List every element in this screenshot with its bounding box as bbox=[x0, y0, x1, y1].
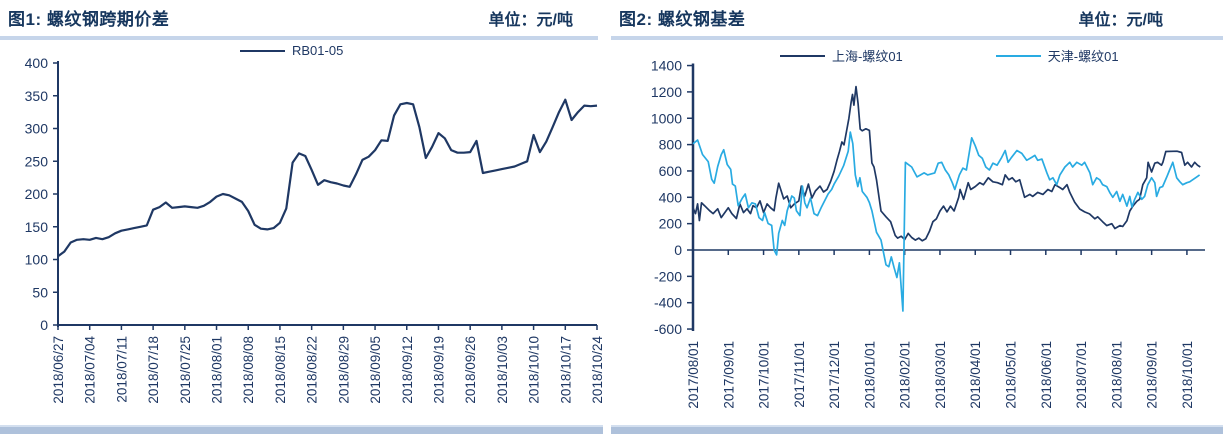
svg-text:2018/09/01: 2018/09/01 bbox=[1145, 341, 1160, 409]
svg-text:400: 400 bbox=[659, 189, 683, 205]
svg-text:2018/10/03: 2018/10/03 bbox=[495, 336, 510, 404]
svg-text:2017/12/01: 2017/12/01 bbox=[827, 341, 842, 409]
svg-text:2018/07/01: 2018/07/01 bbox=[1074, 341, 1089, 409]
svg-text:2018/06/01: 2018/06/01 bbox=[1039, 341, 1054, 409]
svg-text:2017/08/01: 2017/08/01 bbox=[686, 341, 701, 409]
svg-text:2018/09/19: 2018/09/19 bbox=[431, 336, 446, 404]
svg-text:2018/07/25: 2018/07/25 bbox=[178, 336, 193, 404]
svg-text:0: 0 bbox=[674, 242, 682, 258]
svg-text:2018/04/01: 2018/04/01 bbox=[968, 341, 983, 409]
svg-text:2018/07/11: 2018/07/11 bbox=[114, 336, 129, 403]
legend-line-swatch-navy bbox=[240, 49, 285, 52]
legend-item-rb01-05: RB01-05 bbox=[240, 43, 343, 58]
legend-item-shanghai: 上海-螺纹01 bbox=[780, 46, 903, 65]
svg-text:2018/10/01: 2018/10/01 bbox=[1180, 341, 1195, 409]
svg-text:-200: -200 bbox=[654, 268, 682, 284]
svg-text:2018/10/10: 2018/10/10 bbox=[527, 336, 542, 404]
svg-text:200: 200 bbox=[25, 186, 49, 202]
svg-text:2018/07/18: 2018/07/18 bbox=[146, 336, 161, 404]
svg-text:-600: -600 bbox=[654, 321, 682, 337]
basis-line-chart: -600 -400 -200 0 200 400 600 800 1000 1200 1400 201… bbox=[651, 58, 1205, 409]
svg-text:2018/06/27: 2018/06/27 bbox=[51, 336, 66, 404]
svg-text:1000: 1000 bbox=[651, 110, 682, 126]
svg-text:200: 200 bbox=[659, 216, 683, 232]
svg-text:1400: 1400 bbox=[651, 58, 682, 74]
legend-label: 天津-螺纹01 bbox=[1047, 49, 1119, 64]
svg-text:250: 250 bbox=[25, 153, 49, 169]
chart2-header: 图2: 螺纹钢基差 单位：元/吨 bbox=[611, 0, 1223, 30]
svg-text:2017/11/01: 2017/11/01 bbox=[792, 341, 807, 408]
svg-text:2018/10/17: 2018/10/17 bbox=[558, 336, 573, 404]
legend-label: 上海-螺纹01 bbox=[832, 49, 903, 64]
chart1-unit-label: 单位：元/吨 bbox=[488, 12, 573, 29]
panel-rebar-basis: 图2: 螺纹钢基差 单位：元/吨 上海-螺纹01 天津-螺纹01 -600 -40… bbox=[611, 0, 1223, 436]
svg-text:2018/09/05: 2018/09/05 bbox=[368, 336, 383, 404]
chart2-legend: 上海-螺纹01 天津-螺纹01 bbox=[780, 46, 1119, 65]
panel-rebar-calendar-spread: 图1: 螺纹钢跨期价差 单位：元/吨 RB01-05 0 50 100 150 200 2… bbox=[0, 0, 603, 436]
svg-text:2018/09/12: 2018/09/12 bbox=[400, 336, 415, 404]
svg-text:2018/08/01: 2018/08/01 bbox=[210, 336, 225, 404]
svg-text:2018/08/29: 2018/08/29 bbox=[336, 336, 351, 404]
svg-text:2017/09/01: 2017/09/01 bbox=[721, 341, 736, 409]
svg-text:2018/02/01: 2018/02/01 bbox=[898, 341, 913, 409]
chart2-unit-label: 单位：元/吨 bbox=[1078, 12, 1163, 29]
legend-label: RB01-05 bbox=[292, 43, 344, 58]
svg-text:2018/10/24: 2018/10/24 bbox=[590, 336, 603, 404]
svg-text:2018/01/01: 2018/01/01 bbox=[862, 341, 877, 409]
svg-text:350: 350 bbox=[25, 88, 49, 104]
legend-line-swatch-cyan bbox=[995, 54, 1041, 57]
svg-text:2018/09/26: 2018/09/26 bbox=[463, 336, 478, 404]
chart1-title: 图1: 螺纹钢跨期价差 bbox=[8, 10, 170, 29]
svg-text:50: 50 bbox=[32, 284, 48, 300]
chart1-title-divider bbox=[0, 36, 598, 40]
svg-text:100: 100 bbox=[25, 252, 49, 268]
svg-text:1200: 1200 bbox=[651, 84, 682, 100]
svg-text:2018/08/15: 2018/08/15 bbox=[273, 336, 288, 404]
svg-text:800: 800 bbox=[659, 137, 683, 153]
legend-line-swatch-navy bbox=[780, 54, 825, 57]
svg-text:150: 150 bbox=[25, 219, 49, 235]
chart2-title-divider bbox=[611, 36, 1223, 40]
bottom-scrollbar-left[interactable] bbox=[0, 425, 603, 434]
svg-text:2018/07/04: 2018/07/04 bbox=[83, 336, 98, 404]
svg-text:300: 300 bbox=[25, 121, 49, 137]
chart1-header: 图1: 螺纹钢跨期价差 单位：元/吨 bbox=[0, 0, 603, 30]
calendar-spread-line-chart: 0 50 100 150 200 250 300 350 400 2018/06/27 2018/0… bbox=[25, 55, 603, 404]
svg-text:0: 0 bbox=[40, 317, 48, 333]
svg-text:2018/03/01: 2018/03/01 bbox=[933, 341, 948, 409]
legend-item-tianjin: 天津-螺纹01 bbox=[995, 46, 1119, 65]
svg-text:2018/05/01: 2018/05/01 bbox=[1004, 341, 1019, 409]
svg-text:600: 600 bbox=[659, 163, 683, 179]
svg-text:2017/10/01: 2017/10/01 bbox=[757, 341, 772, 409]
bottom-scrollbar-right[interactable] bbox=[611, 425, 1223, 434]
svg-text:2018/08/08: 2018/08/08 bbox=[241, 336, 256, 404]
chart2-title: 图2: 螺纹钢基差 bbox=[619, 10, 746, 29]
svg-text:2018/08/22: 2018/08/22 bbox=[305, 336, 320, 404]
chart1-legend: RB01-05 bbox=[240, 43, 343, 58]
svg-text:-400: -400 bbox=[654, 295, 682, 311]
svg-text:400: 400 bbox=[25, 55, 49, 71]
svg-text:2018/08/01: 2018/08/01 bbox=[1109, 341, 1124, 409]
